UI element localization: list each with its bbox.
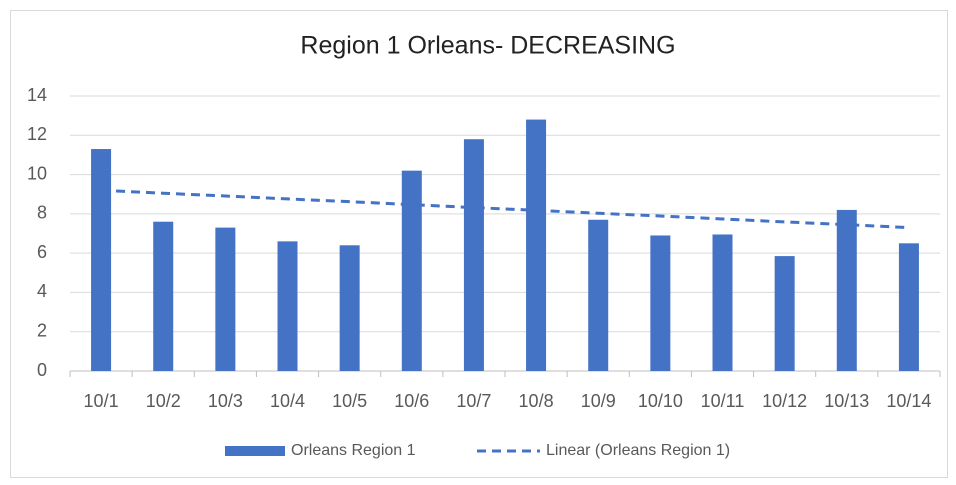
bar (588, 219, 609, 371)
chart-title: Region 1 Orleans- DECREASING (300, 32, 675, 60)
y-tick-label: 8 (37, 203, 47, 223)
y-tick-label: 4 (37, 281, 47, 301)
legend-swatch (225, 446, 285, 456)
bar (774, 256, 795, 371)
bar (339, 245, 360, 371)
bar (526, 119, 547, 371)
x-tick-label: 10/2 (146, 391, 181, 411)
y-tick-label: 6 (37, 242, 47, 262)
bar (836, 209, 857, 371)
bar (91, 149, 112, 371)
x-tick-label: 10/7 (456, 391, 491, 411)
x-tick-label: 10/14 (886, 391, 931, 411)
y-tick-label: 2 (37, 320, 47, 340)
legend-label: Linear (Orleans Region 1) (546, 442, 730, 459)
bar (153, 221, 174, 371)
x-tick-label: 10/11 (701, 391, 745, 411)
bar (401, 170, 422, 371)
y-tick-label: 12 (27, 124, 47, 144)
x-tick-label: 10/10 (638, 391, 683, 411)
x-tick-label: 10/3 (208, 391, 243, 411)
x-tick-label: 10/12 (762, 391, 807, 411)
y-tick-label: 0 (37, 360, 47, 380)
y-tick-label: 14 (27, 85, 47, 105)
x-tick-label: 10/4 (270, 391, 305, 411)
bar (277, 241, 298, 371)
bar (650, 235, 671, 371)
x-tick-label: 10/6 (394, 391, 429, 411)
x-tick-label: 10/8 (519, 391, 554, 411)
y-tick-label: 10 (27, 163, 47, 183)
legend-label: Orleans Region 1 (291, 442, 416, 459)
x-tick-label: 10/5 (332, 391, 367, 411)
bar (712, 234, 733, 371)
x-tick-label: 10/13 (824, 391, 869, 411)
x-tick-label: 10/9 (581, 391, 616, 411)
x-tick-label: 10/1 (84, 391, 119, 411)
bar (215, 227, 236, 371)
bar (463, 139, 484, 371)
bar (898, 243, 919, 371)
